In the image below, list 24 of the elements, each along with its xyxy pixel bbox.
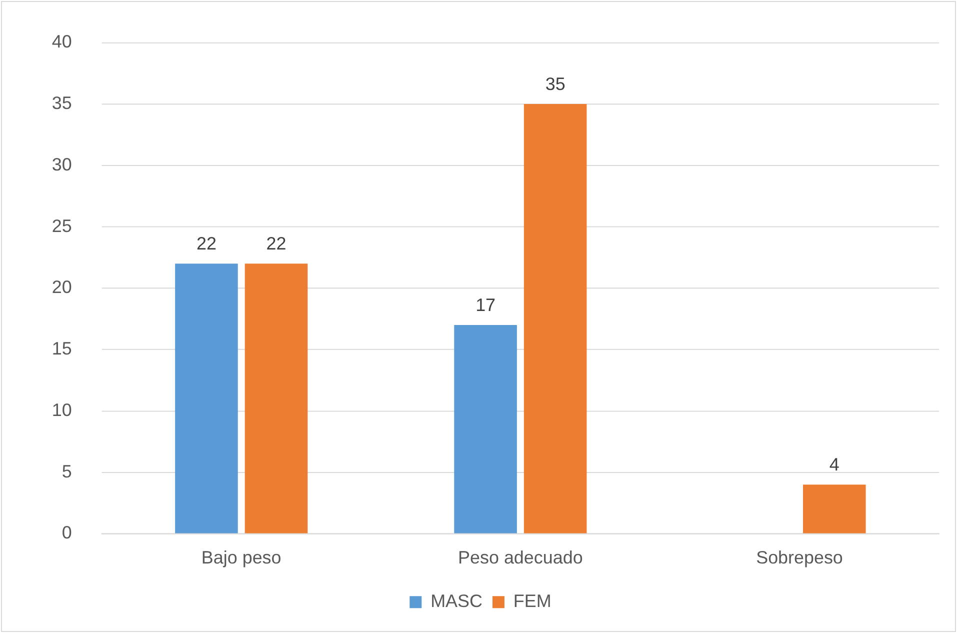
bar (802, 484, 866, 534)
y-tick-label: 40 (52, 32, 72, 52)
data-label: 17 (476, 295, 496, 316)
data-label: 35 (545, 74, 566, 94)
bar (524, 104, 587, 534)
data-label: 22 (266, 234, 286, 254)
y-tick-label: 15 (52, 338, 72, 359)
data-label: 4 (829, 454, 840, 475)
bar (454, 325, 517, 534)
y-tick-label: 0 (62, 522, 72, 543)
y-tick-label: 35 (52, 93, 72, 113)
y-tick-label: 20 (52, 277, 72, 298)
y-tick-label: 10 (52, 400, 72, 420)
legend-label: MASC (430, 591, 482, 612)
y-tick-label: 30 (52, 154, 72, 174)
bar (175, 264, 238, 534)
x-tick-label: Sobrepeso (756, 547, 843, 568)
legend-label: FEM (513, 591, 552, 612)
x-tick-label: Bajo peso (201, 547, 282, 568)
y-tick-label: 25 (52, 216, 72, 236)
bar (244, 264, 308, 534)
data-label: 22 (196, 234, 216, 254)
y-tick-label: 5 (62, 461, 72, 482)
x-tick-label: Peso adecuado (458, 547, 583, 568)
